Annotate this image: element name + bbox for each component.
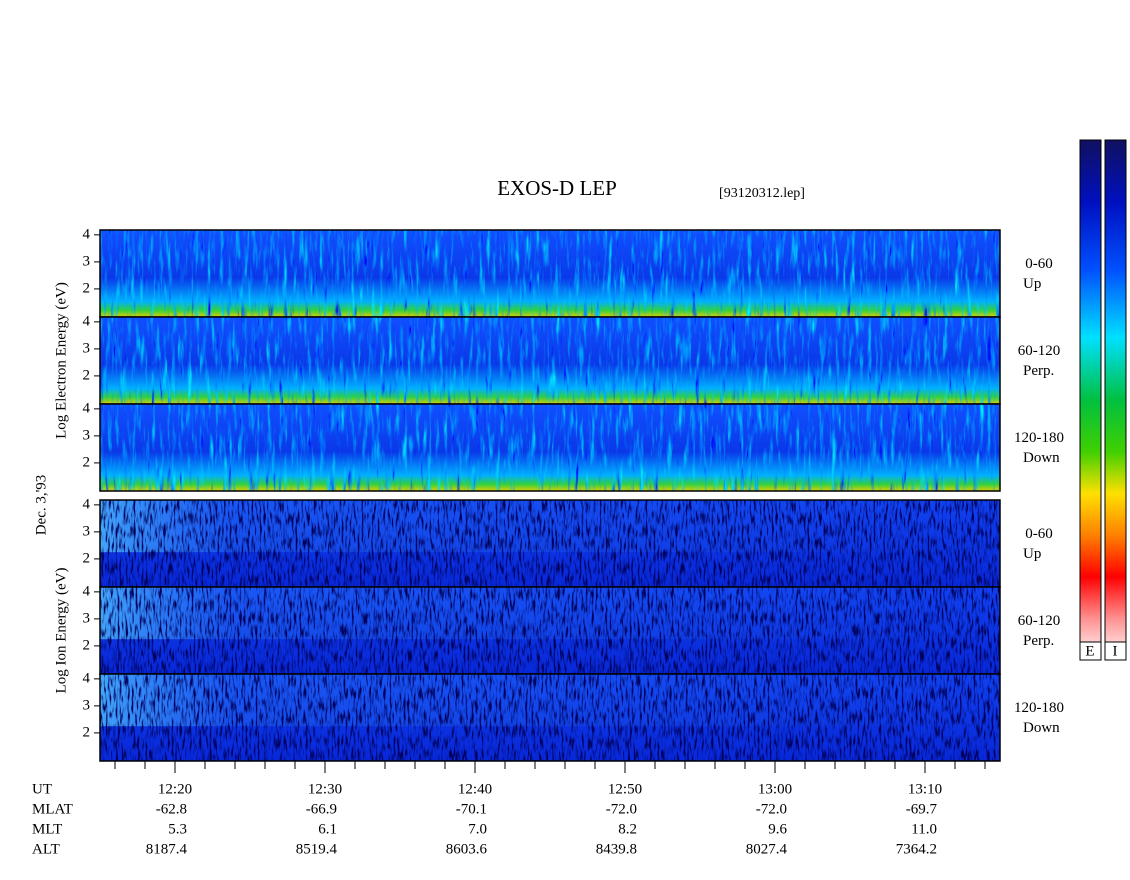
footer-value: 6.1 [318,821,337,837]
colorbar-label-box [1079,641,1102,661]
spectrogram-texture [100,230,1000,317]
footer-value: -72.0 [756,801,787,817]
colorbars: E I [1079,139,1127,661]
y-tick-label: 4 [83,670,91,686]
y-tick-label: 3 [83,340,91,356]
footer-value: -62.8 [156,801,187,817]
y-tick-label: 4 [83,226,91,242]
spectrogram-texture [100,500,1000,587]
footer-value: 8187.4 [146,841,188,857]
panel-range: 120-180 [1014,700,1064,716]
y-tick-label: 3 [83,427,91,443]
y-tick-label: 4 [83,400,91,416]
footer-value: 8.2 [618,821,637,837]
footer-value: 8603.6 [446,841,488,857]
spectrogram-texture [100,674,1000,761]
colorbar-label: E [1085,643,1094,659]
y-tick-label: 2 [83,550,91,566]
footer-value: 7364.2 [896,841,937,857]
footer-value: 12:40 [458,781,492,797]
panel-range: 0-60 [1025,256,1053,272]
date-label: Dec. 3,'93 [33,475,49,536]
footer-value: -72.0 [606,801,637,817]
panel-direction: Down [1023,720,1060,736]
y-tick-label: 3 [83,697,91,713]
footer-value: 12:50 [608,781,642,797]
y-tick-label: 2 [83,454,91,470]
panel-range: 0-60 [1025,526,1053,542]
footer-value: -70.1 [456,801,487,817]
footer-row-name: ALT [32,841,60,857]
panel-range: 60-120 [1018,613,1061,629]
y-tick-label: 4 [83,313,91,329]
y-tick-label: 2 [83,367,91,383]
y-tick-label: 2 [83,280,91,296]
y-tick-label: 3 [83,610,91,626]
footer-row-name: UT [32,781,52,797]
footer-value: -66.9 [306,801,337,817]
footer-row-name: MLAT [32,801,73,817]
panel-direction: Up [1023,276,1041,292]
y-tick-label: 4 [83,496,91,512]
title: EXOS-D LEP [497,176,617,200]
panel-direction: Down [1023,450,1060,466]
spectrogram-texture [100,587,1000,674]
panel-direction: Perp. [1023,363,1054,379]
footer-value: 13:00 [758,781,792,797]
footer-value: 12:30 [308,781,342,797]
colorbar-label-box [1104,641,1127,661]
spectrogram-texture [100,317,1000,404]
y-axis-label: Log Ion Energy (eV) [53,568,69,694]
colorbar [1104,139,1127,661]
footer-value: 11.0 [911,821,937,837]
footer-value: 8027.4 [746,841,788,857]
y-axis-label: Log Electron Energy (eV) [53,282,69,439]
panel-frame [99,673,1001,762]
panel-direction: Perp. [1023,633,1054,649]
panel-direction: Up [1023,546,1041,562]
colorbar [1079,139,1102,661]
y-tick-label: 2 [83,724,91,740]
footer-value: 5.3 [168,821,187,837]
y-tick-label: 3 [83,253,91,269]
panel-range: 120-180 [1014,430,1064,446]
panel-frame [99,403,1001,492]
footer-value: 12:20 [158,781,192,797]
footer-row-name: MLT [32,821,62,837]
footer-value: 7.0 [468,821,487,837]
panel-range: 60-120 [1018,343,1061,359]
footer-value: 8519.4 [296,841,338,857]
footer-value: 13:10 [908,781,942,797]
y-tick-label: 3 [83,523,91,539]
file-name: [93120312.lep] [719,186,805,201]
footer-value: 9.6 [768,821,787,837]
spectrogram-texture [100,404,1000,491]
footer-value: 8439.8 [596,841,637,857]
colorbar-label: I [1113,643,1118,659]
y-tick-label: 2 [83,637,91,653]
y-tick-label: 4 [83,583,91,599]
footer-value: -69.7 [906,801,938,817]
